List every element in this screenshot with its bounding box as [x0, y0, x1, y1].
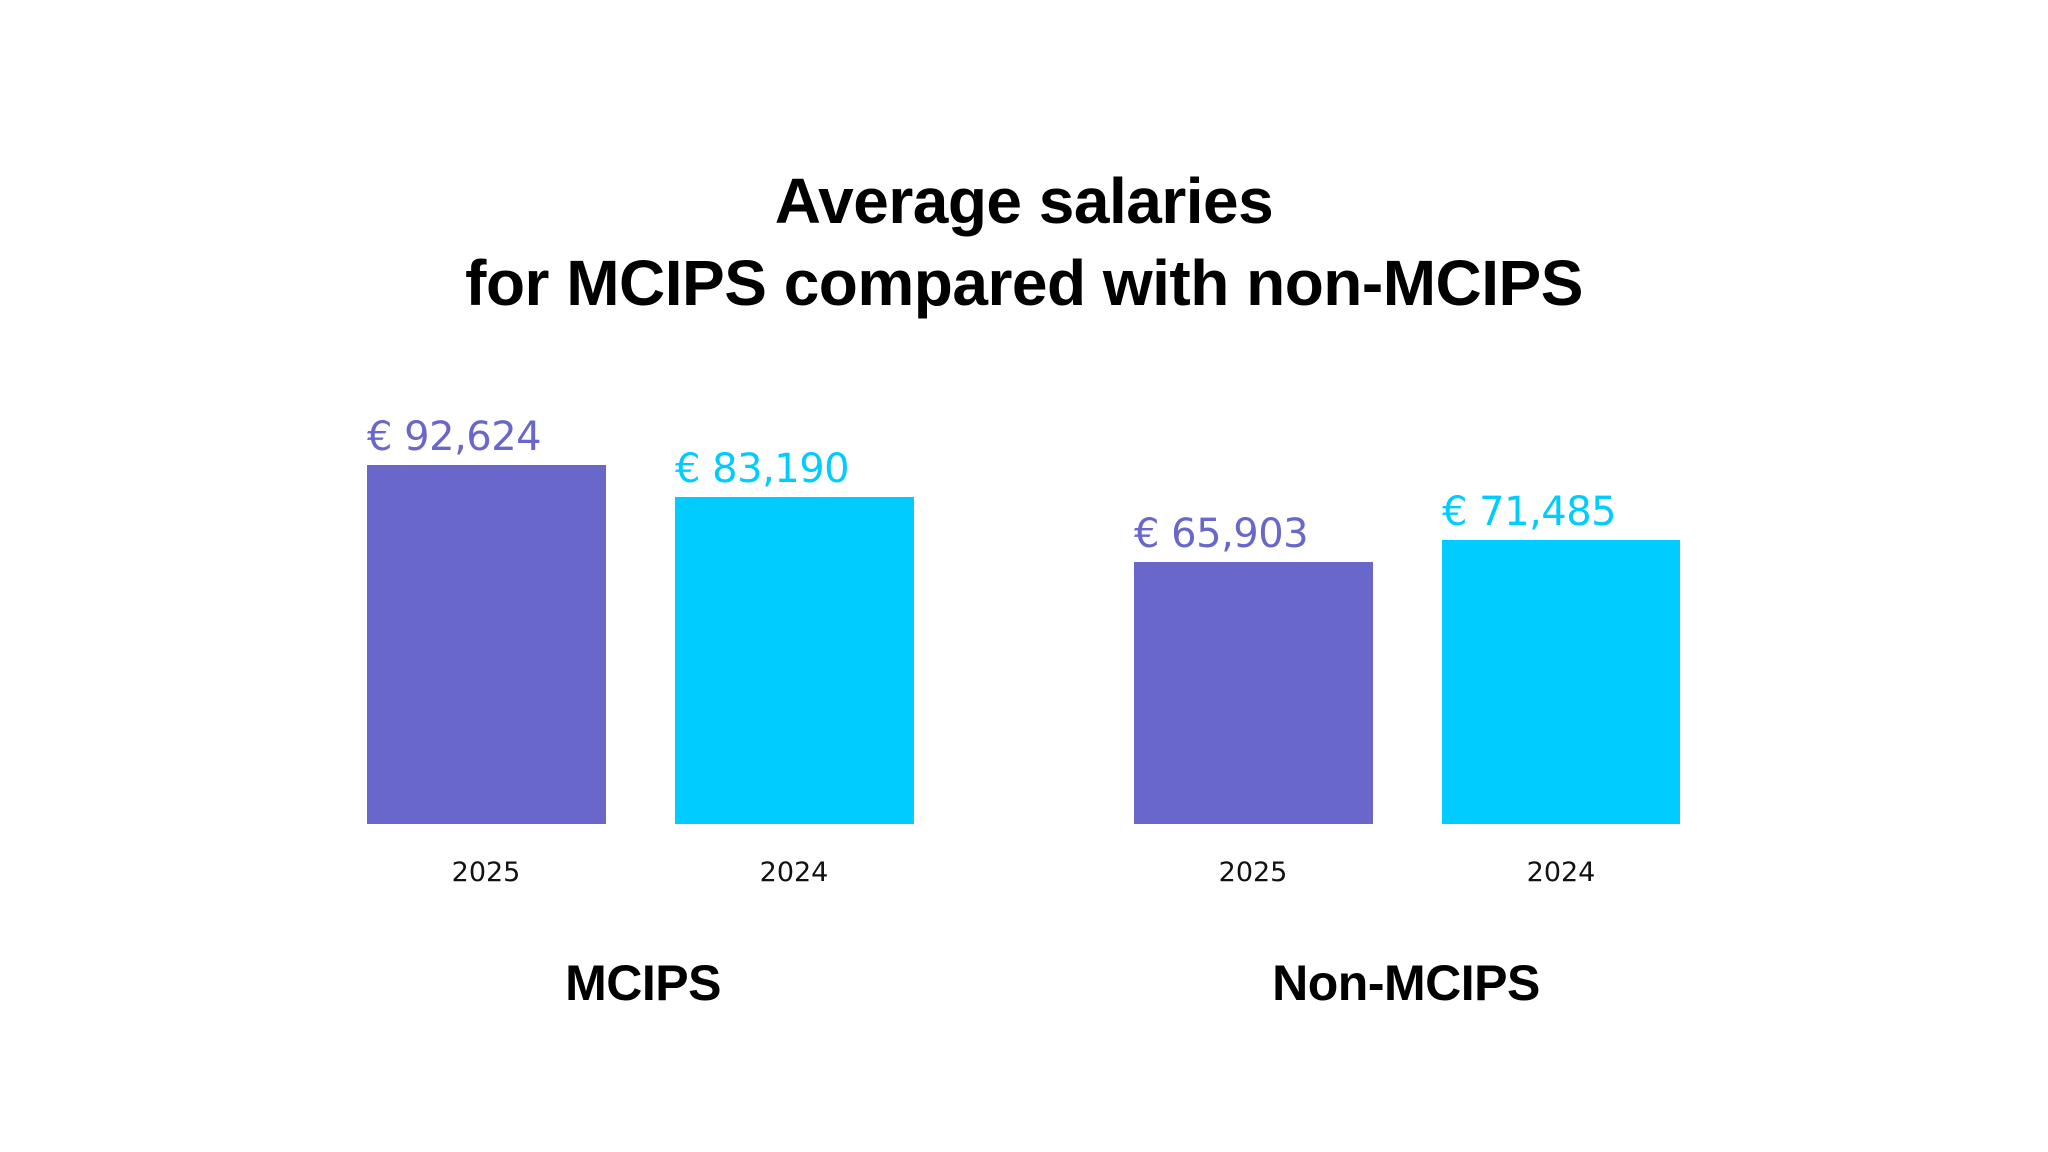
chart-title-line-1: Average salaries [774, 165, 1274, 237]
chart-title-line-2: for MCIPS compared with non-MCIPS [465, 247, 1583, 319]
bar-value-label: € 92,624 [367, 414, 542, 460]
bar-value-label: € 83,190 [675, 446, 850, 492]
x-tick-label: 2025 [1218, 857, 1288, 888]
bar-non-mcips-2025 [1134, 562, 1373, 824]
x-tick-label: 2024 [759, 857, 829, 888]
bar-value-label: € 65,903 [1134, 511, 1309, 557]
x-tick-label: 2025 [451, 857, 521, 888]
bar-mcips-2025 [367, 465, 606, 824]
x-tick-label: 2024 [1526, 857, 1596, 888]
bar-mcips-2024 [675, 497, 914, 824]
bar-non-mcips-2024 [1442, 540, 1680, 824]
bar-value-label: € 71,485 [1442, 489, 1617, 535]
group-label: MCIPS [565, 955, 721, 1011]
group-label: Non-MCIPS [1272, 955, 1540, 1011]
